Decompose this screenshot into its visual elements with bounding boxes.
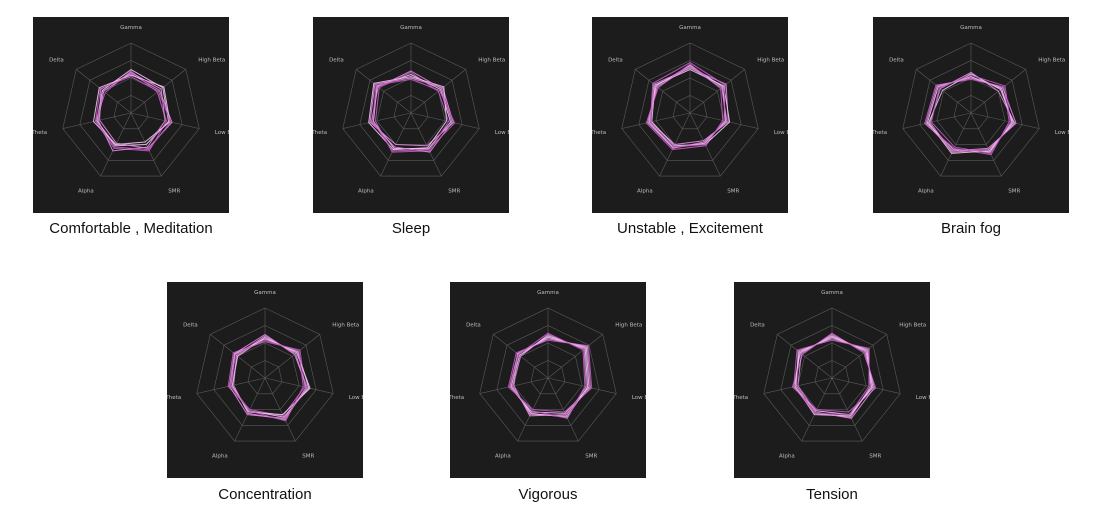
- radar-chart-box: Gamma High Beta Low Beta SMR Alpha Theta Delta: [734, 282, 930, 478]
- axis-label-alpha: Alpha: [358, 188, 374, 194]
- axis-label-theta: Theta: [592, 130, 606, 136]
- axis-label-theta: Theta: [734, 395, 748, 401]
- axis-label-gamma: Gamma: [120, 25, 142, 31]
- axis-label-high-beta: High Beta: [1038, 57, 1065, 63]
- radar-panel-vigorous: Gamma High Beta Low Beta SMR Alpha Theta Delta…: [450, 282, 646, 478]
- chart-caption: Unstable , Excitement: [552, 220, 828, 237]
- axis-label-low-beta: Low Beta: [774, 130, 788, 136]
- axis-label-alpha: Alpha: [637, 188, 653, 194]
- series-line-5: [230, 335, 308, 419]
- chart-caption: Tension: [694, 486, 970, 503]
- chart-caption: Brain fog: [833, 220, 1100, 237]
- radar-panel-concentration: Gamma High Beta Low Beta SMR Alpha Theta Delta…: [167, 282, 363, 478]
- radar-chart-box: Gamma High Beta Low Beta SMR Alpha Theta Delta: [167, 282, 363, 478]
- axis-label-delta: Delta: [49, 57, 64, 63]
- axis-label-alpha: Alpha: [212, 453, 228, 459]
- axis-label-low-beta: Low Beta: [916, 395, 930, 401]
- radar-chart-box: Gamma High Beta Low Beta SMR Alpha Theta Delta: [592, 17, 788, 213]
- axis-label-delta: Delta: [183, 322, 198, 328]
- axis-label-theta: Theta: [33, 130, 47, 136]
- radar-chart-box: Gamma High Beta Low Beta SMR Alpha Theta Delta: [33, 17, 229, 213]
- axis-label-theta: Theta: [450, 395, 464, 401]
- axis-label-alpha: Alpha: [779, 453, 795, 459]
- axis-label-high-beta: High Beta: [198, 57, 225, 63]
- axis-label-smr: SMR: [168, 188, 180, 194]
- axis-label-high-beta: High Beta: [757, 57, 784, 63]
- axis-label-low-beta: Low Beta: [349, 395, 363, 401]
- axis-spoke-low-beta: [971, 113, 1039, 129]
- axis-spoke-high-beta: [690, 69, 745, 113]
- radar-chart-comfortable-meditation: Gamma High Beta Low Beta SMR Alpha Theta Delta: [33, 17, 229, 213]
- axis-label-smr: SMR: [1008, 188, 1020, 194]
- radar-chart-concentration: Gamma High Beta Low Beta SMR Alpha Theta Delta: [167, 282, 363, 478]
- axis-label-delta: Delta: [750, 322, 765, 328]
- chart-caption: Vigorous: [410, 486, 686, 503]
- radar-chart-unstable-excitement: Gamma High Beta Low Beta SMR Alpha Theta Delta: [592, 17, 788, 213]
- axis-label-alpha: Alpha: [918, 188, 934, 194]
- axis-spoke-theta: [903, 113, 971, 129]
- radar-panel-comfortable-meditation: Gamma High Beta Low Beta SMR Alpha Theta Delta…: [33, 17, 229, 213]
- axis-label-smr: SMR: [448, 188, 460, 194]
- axis-spoke-delta: [916, 69, 971, 113]
- chart-caption: Concentration: [127, 486, 403, 503]
- radar-chart-box: Gamma High Beta Low Beta SMR Alpha Theta Delta: [450, 282, 646, 478]
- axis-spoke-delta: [635, 69, 690, 113]
- axis-label-smr: SMR: [585, 453, 597, 459]
- axis-label-alpha: Alpha: [78, 188, 94, 194]
- radar-chart-brain-fog: Gamma High Beta Low Beta SMR Alpha Theta Delta: [873, 17, 1069, 213]
- radar-chart-tension: Gamma High Beta Low Beta SMR Alpha Theta Delta: [734, 282, 930, 478]
- axis-label-smr: SMR: [727, 188, 739, 194]
- axis-label-gamma: Gamma: [400, 25, 422, 31]
- axis-label-delta: Delta: [608, 57, 623, 63]
- radar-panel-brain-fog: Gamma High Beta Low Beta SMR Alpha Theta Delta…: [873, 17, 1069, 213]
- radar-chart-box: Gamma High Beta Low Beta SMR Alpha Theta Delta: [873, 17, 1069, 213]
- axis-label-gamma: Gamma: [679, 25, 701, 31]
- axis-label-high-beta: High Beta: [332, 322, 359, 328]
- axis-label-smr: SMR: [869, 453, 881, 459]
- axis-label-alpha: Alpha: [495, 453, 511, 459]
- axis-spoke-low-beta: [265, 378, 333, 394]
- axis-label-low-beta: Low Beta: [495, 130, 509, 136]
- axis-label-low-beta: Low Beta: [632, 395, 646, 401]
- radar-panel-sleep: Gamma High Beta Low Beta SMR Alpha Theta Delta…: [313, 17, 509, 213]
- axis-label-theta: Theta: [167, 395, 181, 401]
- radar-chart-box: Gamma High Beta Low Beta SMR Alpha Theta Delta: [313, 17, 509, 213]
- radar-panel-unstable-excitement: Gamma High Beta Low Beta SMR Alpha Theta Delta…: [592, 17, 788, 213]
- axis-label-theta: Theta: [873, 130, 887, 136]
- axis-label-gamma: Gamma: [537, 290, 559, 296]
- axis-label-delta: Delta: [466, 322, 481, 328]
- axis-label-delta: Delta: [329, 57, 344, 63]
- axis-label-gamma: Gamma: [821, 290, 843, 296]
- axis-label-high-beta: High Beta: [478, 57, 505, 63]
- axis-label-gamma: Gamma: [960, 25, 982, 31]
- series-line-6: [650, 63, 725, 147]
- axis-label-low-beta: Low Beta: [215, 130, 229, 136]
- chart-caption: Sleep: [273, 220, 549, 237]
- axis-label-gamma: Gamma: [254, 290, 276, 296]
- radar-panel-tension: Gamma High Beta Low Beta SMR Alpha Theta Delta…: [734, 282, 930, 478]
- axis-label-high-beta: High Beta: [615, 322, 642, 328]
- axis-label-theta: Theta: [313, 130, 327, 136]
- axis-label-low-beta: Low Beta: [1055, 130, 1069, 136]
- radar-chart-sleep: Gamma High Beta Low Beta SMR Alpha Theta Delta: [313, 17, 509, 213]
- axis-label-smr: SMR: [302, 453, 314, 459]
- axis-label-high-beta: High Beta: [899, 322, 926, 328]
- radar-chart-vigorous: Gamma High Beta Low Beta SMR Alpha Theta Delta: [450, 282, 646, 478]
- chart-caption: Comfortable , Meditation: [0, 220, 269, 237]
- axis-label-delta: Delta: [889, 57, 904, 63]
